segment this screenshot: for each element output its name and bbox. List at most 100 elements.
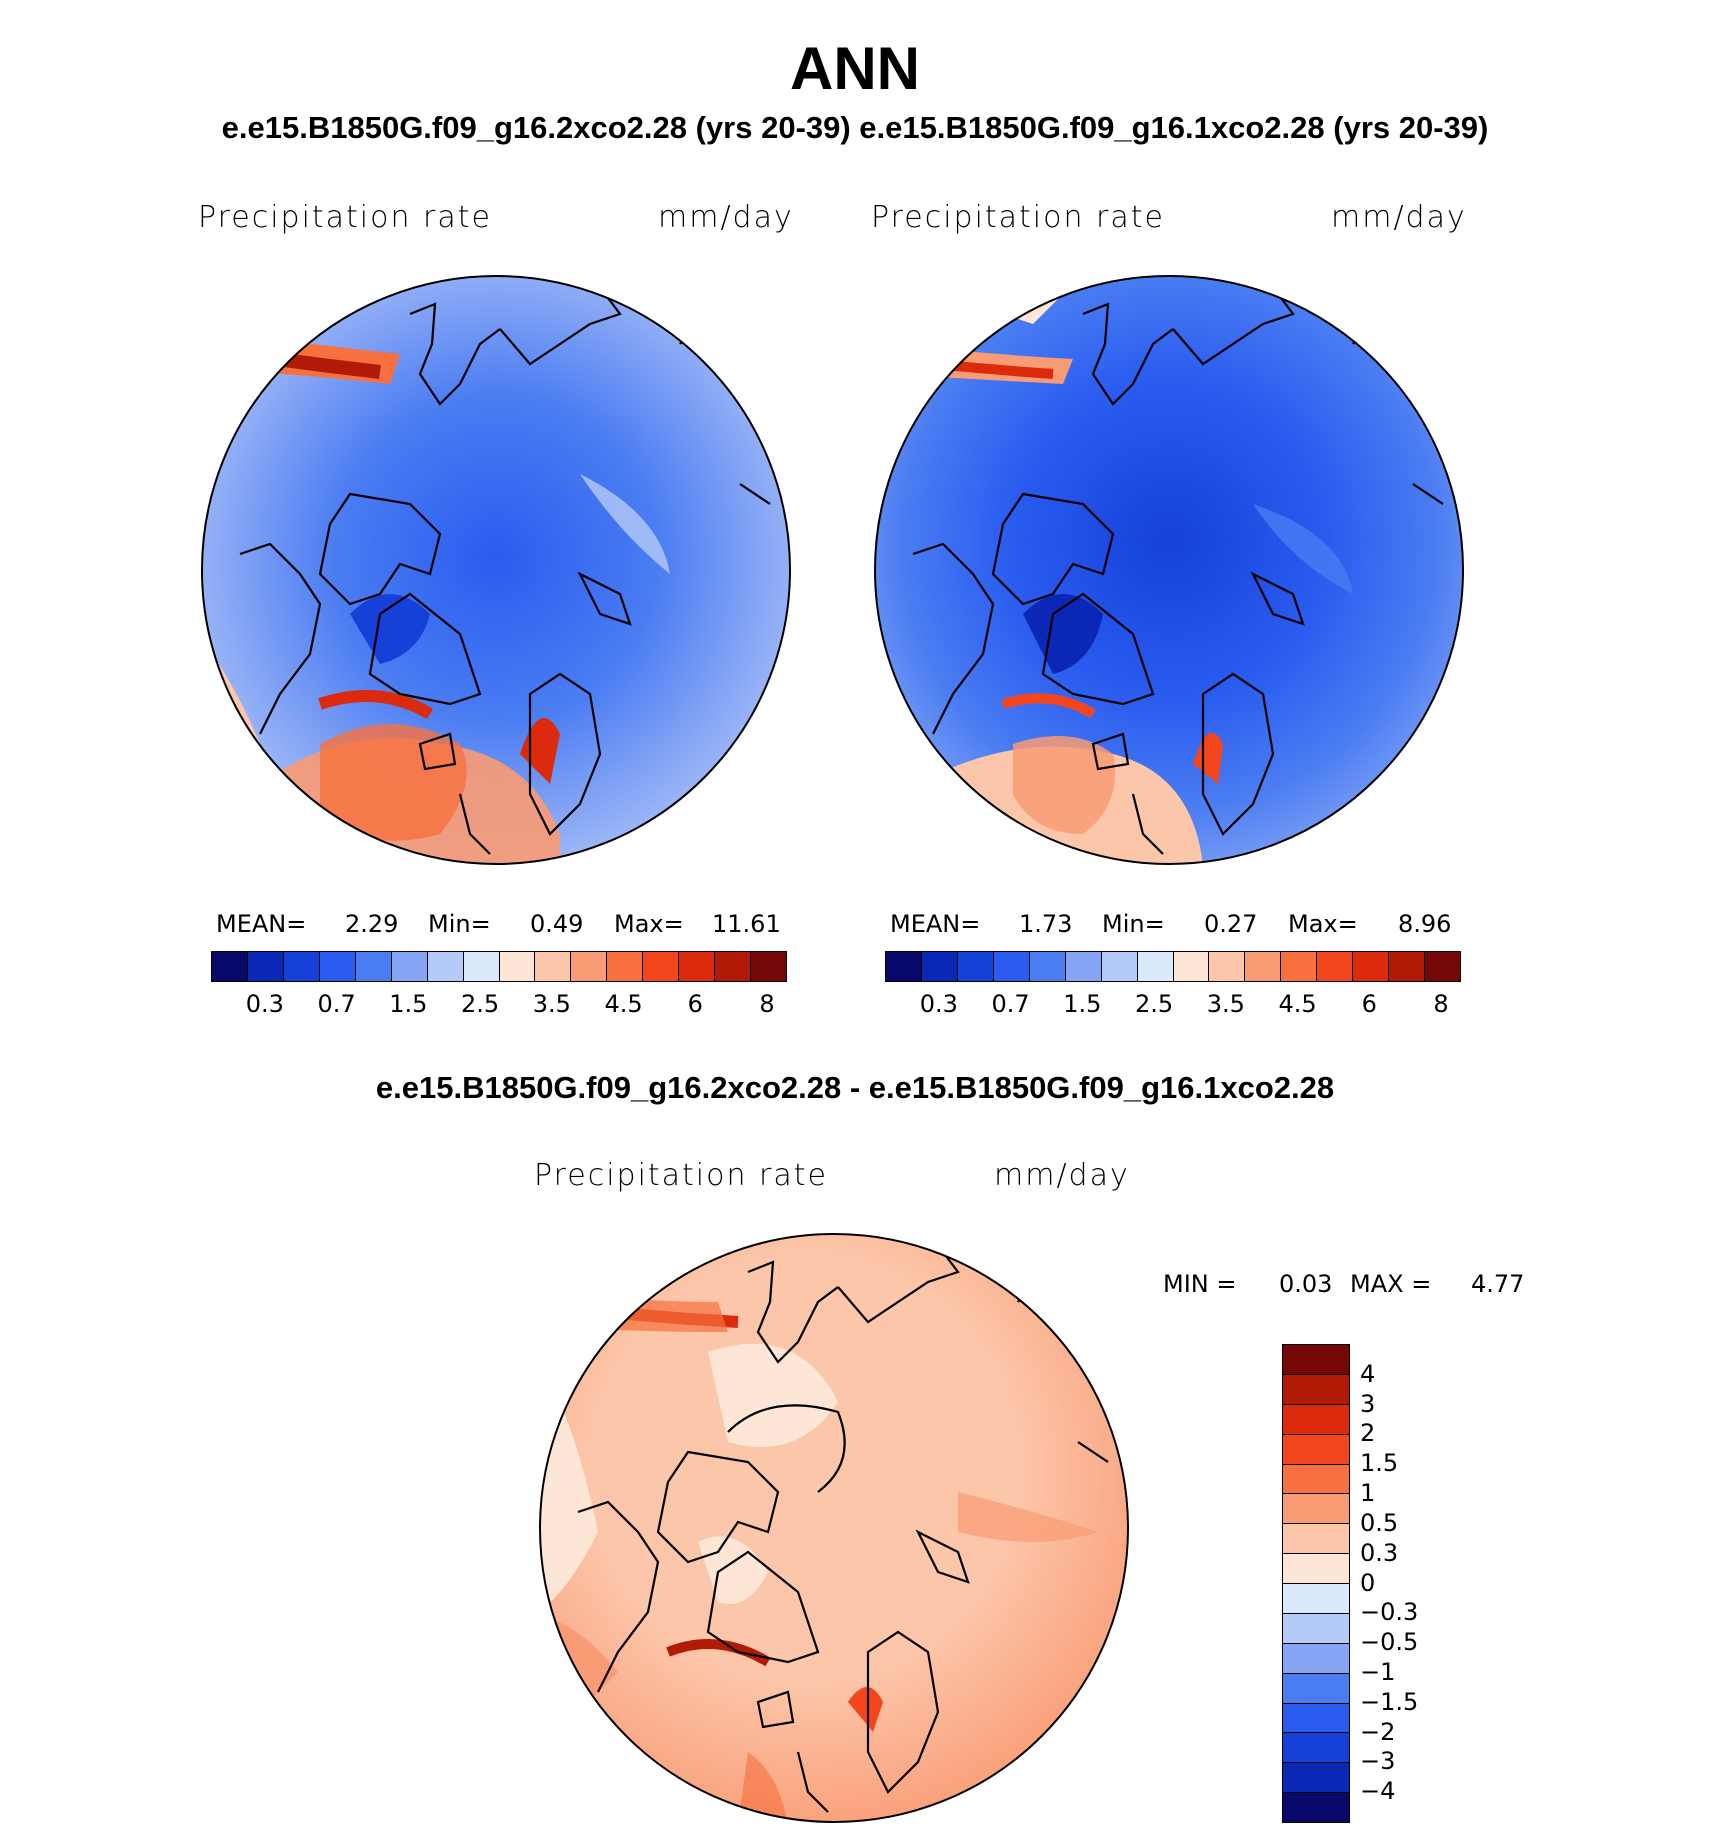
- colorbar-tick-label: 0.3: [1360, 1538, 1399, 1567]
- colorbar-panel2: [885, 951, 1461, 982]
- colorbar-swatch: [1283, 1523, 1349, 1554]
- colorbar-swatch: [1283, 1732, 1349, 1763]
- diff-units: mm/day: [994, 1158, 1130, 1193]
- colorbar-swatch: [1280, 952, 1317, 981]
- colorbar-swatch: [1100, 952, 1137, 981]
- subtitle-difference: e.e15.B1850G.f09_g16.2xco2.28 - e.e15.B1…: [375, 1070, 1335, 1105]
- colorbar-swatch: [1283, 1493, 1349, 1524]
- colorbar-tick-label: 4.5: [604, 990, 643, 1018]
- colorbar-swatch: [390, 952, 427, 981]
- colorbar-tick-label: 0.7: [317, 990, 356, 1018]
- panel2-mean-value: 1.73: [1019, 910, 1073, 938]
- colorbar-tick-label: −2: [1360, 1717, 1396, 1746]
- colorbar-swatch: [534, 952, 571, 981]
- colorbar-swatch: [642, 952, 679, 981]
- panel1-mean-label: MEAN=: [216, 910, 307, 938]
- panel2-variable-title: Precipitation rate: [871, 200, 1165, 235]
- colorbar-swatch: [212, 952, 247, 981]
- colorbar-swatch: [498, 952, 535, 981]
- colorbar-swatch: [1283, 1702, 1349, 1733]
- colorbar-tick-label: 0: [1360, 1568, 1376, 1597]
- colorbar-swatch: [1283, 1345, 1349, 1374]
- colorbar-tick-label: 2.5: [460, 990, 500, 1018]
- panel2-mean-label: MEAN=: [890, 910, 981, 938]
- colorbar-swatch: [1424, 952, 1460, 981]
- colorbar-tick-label: −0.3: [1360, 1598, 1419, 1627]
- colorbar-swatch: [956, 952, 993, 981]
- colorbar-swatch: [1136, 952, 1173, 981]
- colorbar-tick-label: −1: [1360, 1657, 1396, 1686]
- colorbar-swatch: [992, 952, 1029, 981]
- colorbar-swatch: [318, 952, 355, 981]
- colorbar-swatch: [1244, 952, 1281, 981]
- colorbar-tick-label: 3.5: [532, 990, 571, 1018]
- map-2xco2: [201, 275, 791, 865]
- colorbar-swatch: [714, 952, 751, 981]
- panel1-variable-title: Precipitation rate: [198, 200, 492, 235]
- colorbar-panel1: [211, 951, 787, 982]
- panel2-min-value: 0.27: [1204, 910, 1258, 938]
- colorbar-swatch: [1388, 952, 1425, 981]
- colorbar-tick-label: 6: [1361, 990, 1377, 1018]
- colorbar-swatch: [1064, 952, 1101, 981]
- colorbar-swatch: [1283, 1762, 1349, 1793]
- colorbar-tick-label: 3.5: [1206, 990, 1245, 1018]
- map3-coastlines: [577, 1251, 1109, 1813]
- map-difference: [539, 1233, 1129, 1823]
- colorbar-swatch: [1208, 952, 1245, 981]
- colorbar-tick-label: 6: [687, 990, 703, 1018]
- diff-min-value: 0.03: [1279, 1270, 1333, 1298]
- diff-max-label: MAX =: [1350, 1270, 1432, 1298]
- panel1-min-value: 0.49: [530, 910, 584, 938]
- colorbar-difference: [1282, 1344, 1350, 1823]
- colorbar-swatch: [1352, 952, 1389, 981]
- colorbar-tick-label: 1.5: [1063, 990, 1102, 1018]
- colorbar-panel1-ticks: 0.3 0.7 1.5 2.5 3.5 4.5 6 8: [211, 990, 785, 1020]
- colorbar-tick-label: −4: [1360, 1777, 1396, 1806]
- colorbar-tick-label: 0.3: [919, 990, 958, 1018]
- colorbar-swatch: [1316, 952, 1353, 981]
- colorbar-tick-label: 0.5: [1360, 1508, 1399, 1537]
- colorbar-swatch: [1283, 1553, 1349, 1583]
- colorbar-swatch: [1283, 1403, 1349, 1434]
- colorbar-tick-label: 1.5: [389, 990, 428, 1018]
- colorbar-tick-label: 2: [1360, 1419, 1376, 1448]
- colorbar-swatch: [570, 952, 607, 981]
- colorbar-swatch: [462, 952, 499, 981]
- panel2-max-value: 8.96: [1398, 910, 1452, 938]
- diff-max-value: 4.77: [1471, 1270, 1525, 1298]
- colorbar-tick-label: 8: [759, 990, 775, 1018]
- colorbar-swatch: [1283, 1792, 1349, 1822]
- colorbar-swatch: [246, 952, 283, 981]
- colorbar-tick-label: 8: [1433, 990, 1449, 1018]
- subtitle-cases: e.e15.B1850G.f09_g16.2xco2.28 (yrs 20-39…: [221, 110, 1489, 145]
- colorbar-swatch: [1283, 1612, 1349, 1643]
- colorbar-swatch: [1283, 1672, 1349, 1703]
- colorbar-swatch: [886, 952, 921, 981]
- panel2-units: mm/day: [1331, 200, 1467, 235]
- diff-min-label: MIN =: [1163, 1270, 1237, 1298]
- colorbar-swatch: [1172, 952, 1209, 981]
- colorbar-tick-label: 1.5: [1360, 1449, 1399, 1478]
- colorbar-tick-label: 0.3: [245, 990, 284, 1018]
- map-1xco2: [874, 275, 1464, 865]
- figure-title: ANN: [790, 35, 920, 102]
- colorbar-swatch: [426, 952, 463, 981]
- colorbar-swatch: [750, 952, 786, 981]
- colorbar-tick-label: 1: [1360, 1479, 1376, 1508]
- colorbar-tick-label: 3: [1360, 1389, 1376, 1418]
- colorbar-swatch: [354, 952, 391, 981]
- diff-variable-title: Precipitation rate: [534, 1158, 828, 1193]
- colorbar-swatch: [1028, 952, 1065, 981]
- colorbar-tick-label: 2.5: [1134, 990, 1174, 1018]
- panel1-mean-value: 2.29: [345, 910, 399, 938]
- colorbar-tick-label: 4: [1360, 1359, 1376, 1388]
- colorbar-swatch: [1283, 1583, 1349, 1613]
- colorbar-tick-label: 0.7: [991, 990, 1030, 1018]
- colorbar-tick-label: −3: [1360, 1747, 1396, 1776]
- panel1-units: mm/day: [658, 200, 794, 235]
- colorbar-swatch: [1283, 1373, 1349, 1404]
- colorbar-tick-label: −0.5: [1360, 1628, 1419, 1657]
- panel1-max-label: Max=: [614, 910, 684, 938]
- colorbar-swatch: [282, 952, 319, 981]
